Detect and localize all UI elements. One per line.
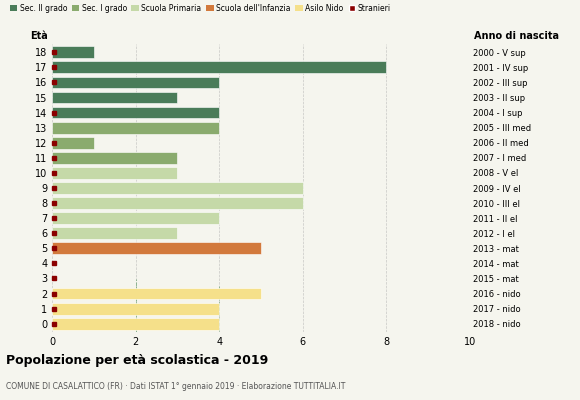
Bar [52,46,94,58]
Text: Anno di nascita: Anno di nascita [474,31,559,41]
Bar [52,152,177,164]
Legend: Sec. II grado, Sec. I grado, Scuola Primaria, Scuola dell'Infanzia, Asilo Nido, : Sec. II grado, Sec. I grado, Scuola Prim… [10,4,391,13]
Bar [52,197,303,209]
Bar [52,137,94,149]
Bar [52,242,261,254]
Bar [52,182,303,194]
Bar [52,122,219,134]
Bar [52,303,219,314]
Text: Popolazione per età scolastica - 2019: Popolazione per età scolastica - 2019 [6,354,268,367]
Text: Età: Età [30,31,48,41]
Bar [52,212,219,224]
Bar [52,318,219,330]
Bar [52,227,177,239]
Text: COMUNE DI CASALATTICO (FR) · Dati ISTAT 1° gennaio 2019 · Elaborazione TUTTITALI: COMUNE DI CASALATTICO (FR) · Dati ISTAT … [6,382,345,391]
Bar [52,288,261,300]
Bar [52,167,177,179]
Bar [52,92,177,104]
Bar [52,107,219,118]
Bar [52,62,386,73]
Bar [52,76,219,88]
